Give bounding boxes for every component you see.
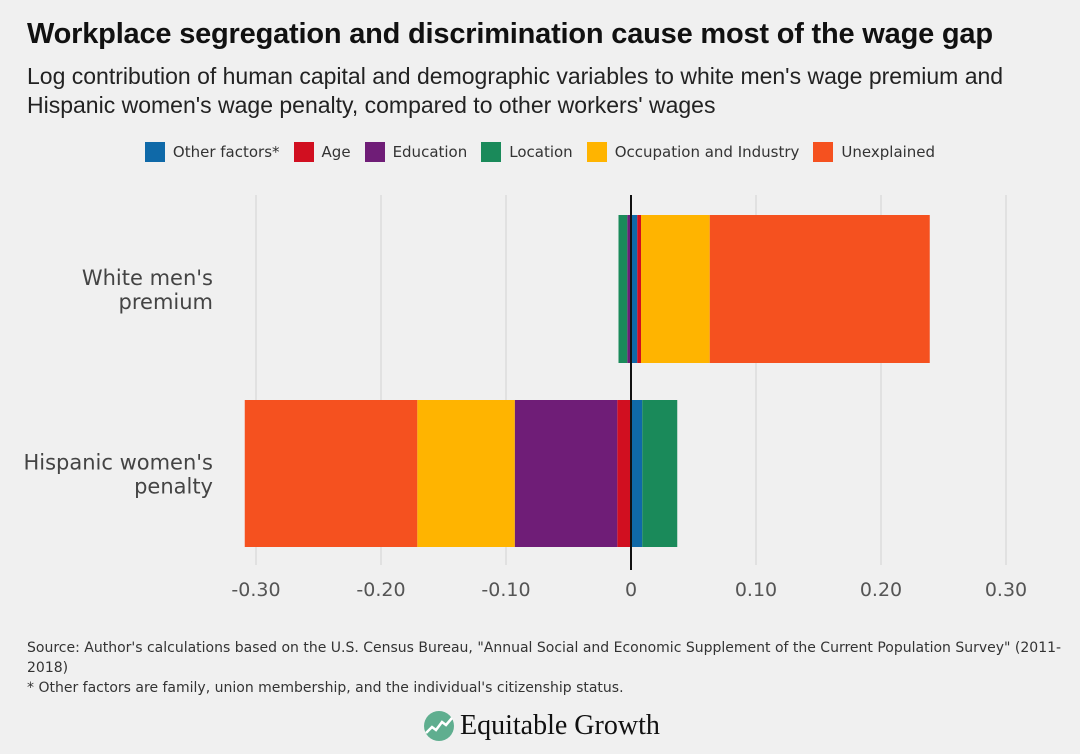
- chart-subtitle: Log contribution of human capital and de…: [27, 63, 1004, 118]
- legend: Other factors* Age Education Location Occupa…: [0, 142, 1080, 162]
- legend-item: Other factors*: [144, 142, 280, 162]
- bar-segment: [627, 215, 631, 363]
- legend-swatch: [144, 142, 165, 162]
- x-tick-label: -0.20: [356, 579, 405, 601]
- legend-label: Age: [321, 143, 351, 161]
- bar-segment: [631, 400, 643, 547]
- bar-segment: [417, 400, 515, 547]
- legend-item: Unexplained: [813, 142, 935, 162]
- legend-label: Unexplained: [841, 143, 936, 161]
- category-label: Hispanic women's penalty: [23, 451, 213, 499]
- category-label: White men's premium: [82, 266, 213, 314]
- legend-item: Location: [481, 142, 573, 162]
- bar-segment: [641, 215, 710, 363]
- x-tick-label: 0: [625, 579, 637, 601]
- legend-label: Education: [392, 143, 468, 161]
- plot-area: -0.30 -0.20 -0.10 0 0.10 0.20 0.30 White men's p…: [23, 195, 1027, 601]
- bar-segment: [618, 215, 628, 363]
- bar-segment: [617, 400, 631, 547]
- legend-label: Occupation and Industry: [614, 143, 800, 161]
- source-text: Source: Author's calculations based on t…: [27, 640, 1062, 676]
- logo: Equitable Growth: [424, 710, 660, 742]
- x-tick-label: -0.10: [481, 579, 530, 601]
- legend-swatch: [364, 142, 385, 162]
- legend-label: Location: [509, 143, 573, 161]
- legend-swatch: [586, 142, 607, 162]
- x-tick-label: 0.20: [860, 579, 902, 601]
- bar-segment: [642, 400, 678, 547]
- x-tick-label: 0.30: [985, 579, 1027, 601]
- legend-item: Occupation and Industry: [586, 142, 800, 162]
- legend-swatch: [481, 142, 502, 162]
- bar-segment: [244, 400, 418, 547]
- logo-text: Equitable Growth: [460, 710, 660, 741]
- bar-segment: [631, 215, 638, 363]
- bar-segment: [514, 400, 618, 547]
- bar-segment: [709, 215, 930, 363]
- bar-segment: [637, 215, 641, 363]
- legend-label: Other factors*: [172, 143, 280, 161]
- footnote-text: * Other factors are family, union member…: [27, 680, 624, 696]
- growth-logo-icon: [424, 711, 454, 741]
- source-note: Source: Author's calculations based on t…: [27, 638, 1067, 698]
- legend-swatch: [293, 142, 314, 162]
- legend-item: Education: [364, 142, 468, 162]
- legend-swatch: [813, 142, 834, 162]
- x-tick-label: 0.10: [735, 579, 777, 601]
- x-tick-label: -0.30: [231, 579, 280, 601]
- chart-title: Workplace segregation and discrimination…: [27, 18, 993, 50]
- legend-item: Age: [293, 142, 351, 162]
